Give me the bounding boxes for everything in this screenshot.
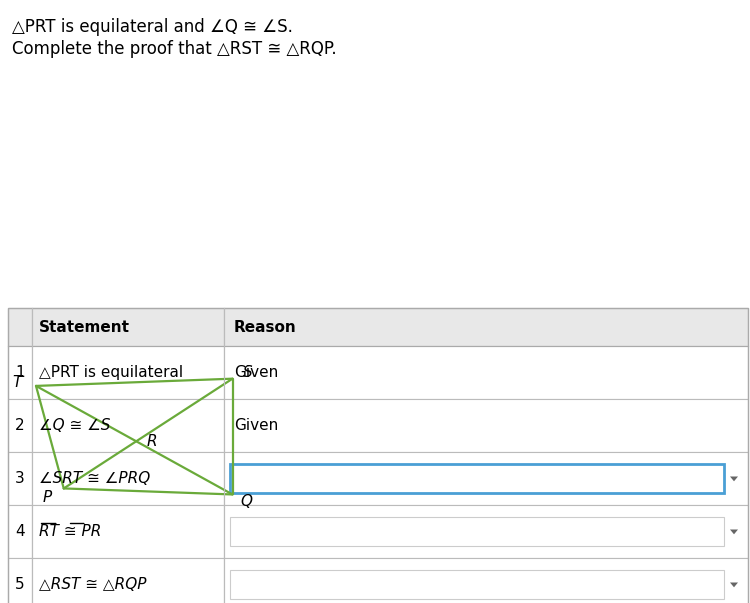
Text: 3: 3 [15, 471, 25, 486]
Text: R: R [147, 434, 158, 449]
Text: P: P [43, 490, 52, 505]
Bar [224, 452, 748, 505]
Bar [230, 464, 724, 493]
Text: ∠SRT ≅ ∠PRQ: ∠SRT ≅ ∠PRQ [39, 471, 150, 486]
Bar [232, 466, 234, 491]
Text: Q: Q [240, 494, 252, 509]
Bar [224, 505, 748, 558]
Text: Given: Given [234, 418, 278, 433]
Bar [224, 308, 748, 346]
Polygon shape [730, 529, 738, 534]
Bar [230, 570, 724, 599]
Bar [8, 308, 32, 346]
Text: RT ≅ PR: RT ≅ PR [39, 524, 101, 539]
Bar [230, 517, 724, 546]
Text: △PRT is equilateral and ∠Q ≅ ∠S.: △PRT is equilateral and ∠Q ≅ ∠S. [12, 18, 292, 36]
Text: Reason: Reason [234, 320, 297, 335]
Bar [32, 558, 224, 603]
Text: S: S [243, 365, 252, 380]
Polygon shape [730, 476, 738, 481]
Bar [224, 399, 748, 452]
Text: △RST ≅ △RQP: △RST ≅ △RQP [39, 577, 146, 592]
Bar [32, 505, 224, 558]
Text: 4: 4 [15, 524, 25, 539]
Bar [8, 452, 32, 505]
Polygon shape [730, 582, 738, 587]
Text: Given: Given [234, 365, 278, 380]
Bar [8, 346, 32, 399]
Text: T: T [13, 376, 22, 390]
Bar [8, 308, 748, 603]
Bar [32, 308, 224, 346]
Text: 1: 1 [15, 365, 25, 380]
Bar [8, 399, 32, 452]
Bar [224, 558, 748, 603]
Text: Statement: Statement [39, 320, 130, 335]
Text: ∠Q ≅ ∠S: ∠Q ≅ ∠S [39, 418, 110, 433]
Text: △PRT is equilateral: △PRT is equilateral [39, 365, 183, 380]
Bar [224, 346, 748, 399]
Bar [8, 558, 32, 603]
Bar [32, 399, 224, 452]
Text: 2: 2 [15, 418, 25, 433]
Bar [32, 452, 224, 505]
Text: 5: 5 [15, 577, 25, 592]
Bar [8, 505, 32, 558]
Bar [32, 346, 224, 399]
Text: Complete the proof that △RST ≅ △RQP.: Complete the proof that △RST ≅ △RQP. [12, 40, 337, 58]
